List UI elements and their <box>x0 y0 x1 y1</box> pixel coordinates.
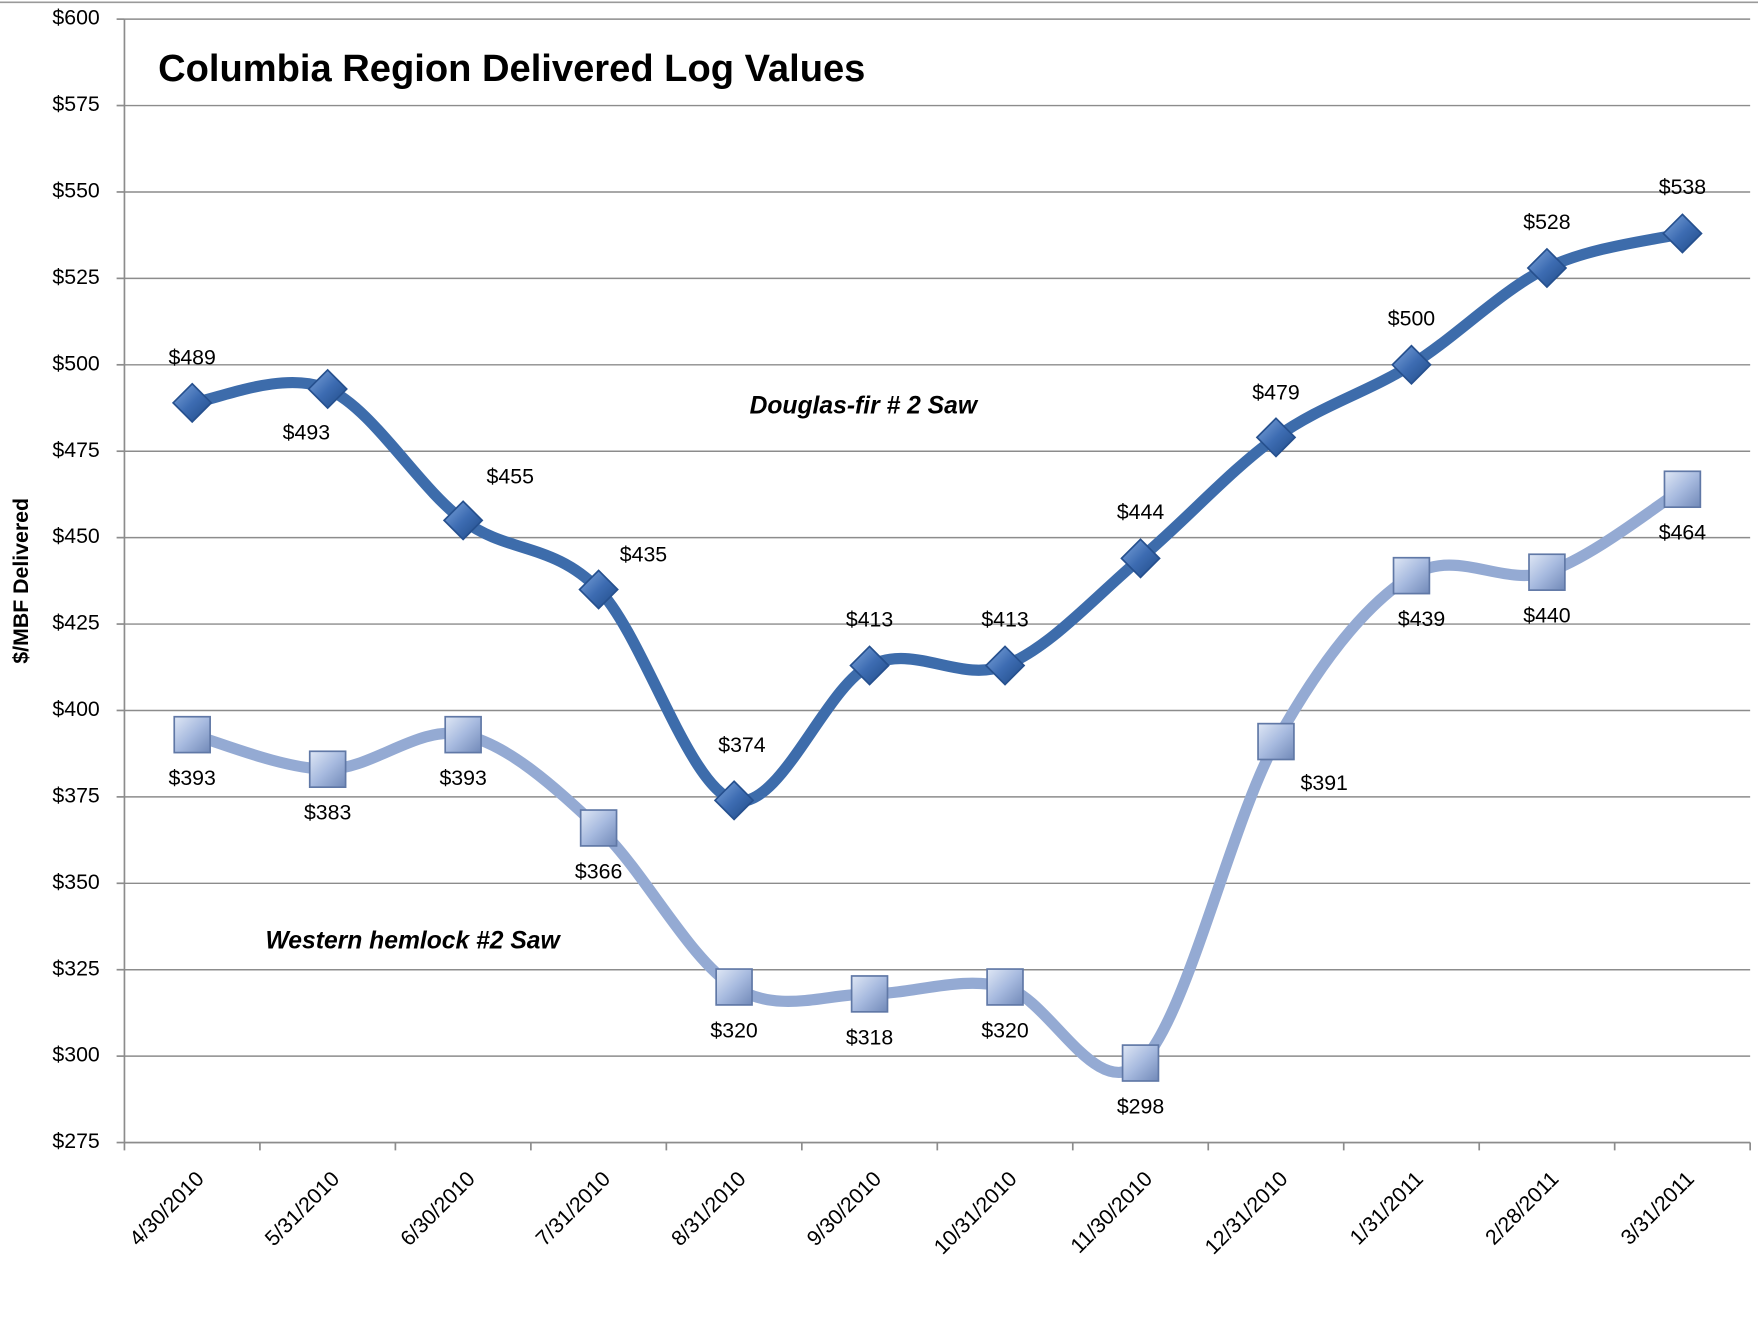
data-label: $298 <box>1117 1095 1164 1119</box>
marker <box>171 382 213 424</box>
data-label: $393 <box>168 766 215 790</box>
data-label: $318 <box>846 1025 893 1049</box>
chart-title: Columbia Region Delivered Log Values <box>158 48 865 90</box>
y-tick-label: $450 <box>52 524 100 548</box>
x-tick-label: 9/30/2010 <box>802 1167 886 1251</box>
y-tick-label: $375 <box>52 784 99 808</box>
x-tick-label: 10/31/2010 <box>929 1167 1021 1259</box>
marker <box>850 975 889 1013</box>
y-tick-label: $500 <box>52 351 100 375</box>
data-label: $439 <box>1398 607 1445 631</box>
marker <box>1662 213 1703 254</box>
x-tick-label: 4/30/2010 <box>125 1167 209 1251</box>
y-axis-label: $/MBF Delivered <box>9 498 33 664</box>
marker <box>579 809 618 847</box>
data-label: $479 <box>1252 380 1299 404</box>
x-tick-label: 2/28/2011 <box>1481 1167 1564 1250</box>
marker <box>1663 470 1702 509</box>
x-tick-label: 6/30/2010 <box>396 1167 480 1251</box>
data-label: $455 <box>487 464 534 488</box>
marker <box>1391 344 1432 386</box>
y-tick-label: $600 <box>52 6 100 30</box>
data-label: $444 <box>1117 500 1165 524</box>
marker <box>307 368 348 410</box>
data-label: $440 <box>1523 604 1571 628</box>
data-label: $383 <box>304 801 351 825</box>
y-tick-label: $325 <box>52 956 99 980</box>
marker <box>984 645 1026 686</box>
x-tick-label: 7/31/2010 <box>531 1167 615 1251</box>
data-label: $435 <box>620 542 667 566</box>
x-tick-label: 1/31/2011 <box>1345 1167 1428 1250</box>
data-label: $374 <box>718 733 766 757</box>
data-label: $489 <box>168 346 215 370</box>
marker <box>1255 417 1297 458</box>
marker <box>1392 556 1431 595</box>
data-label: $493 <box>283 420 330 444</box>
marker <box>308 750 347 789</box>
y-tick-label: $550 <box>52 179 100 203</box>
data-label: $393 <box>439 766 486 790</box>
marker <box>444 715 482 754</box>
x-tick-label: 11/30/2010 <box>1066 1167 1157 1258</box>
y-tick-label: $575 <box>52 92 99 116</box>
y-tick-label: $350 <box>52 870 100 894</box>
marker <box>578 569 619 610</box>
series-line <box>186 483 1689 1078</box>
y-tick-label: $525 <box>52 265 99 289</box>
marker <box>713 780 755 821</box>
data-label: $500 <box>1388 307 1436 331</box>
data-label: $413 <box>981 607 1028 631</box>
x-tick-label: 5/31/2010 <box>260 1167 344 1251</box>
y-tick-label: $300 <box>52 1043 100 1067</box>
marker <box>715 968 753 1006</box>
marker <box>1526 247 1568 289</box>
data-label: $528 <box>1523 210 1570 234</box>
data-label: $366 <box>575 859 622 883</box>
x-tick-label: 12/31/2010 <box>1200 1167 1292 1259</box>
data-label: $413 <box>846 607 893 631</box>
marker <box>442 500 484 541</box>
marker <box>1528 553 1566 591</box>
marker <box>1121 1044 1160 1082</box>
x-tick-label: 8/31/2010 <box>667 1167 751 1251</box>
y-tick-label: $475 <box>52 438 99 462</box>
marker <box>849 645 890 686</box>
marker <box>1257 722 1295 761</box>
series-line <box>186 227 1689 807</box>
data-label: $464 <box>1659 521 1707 545</box>
x-tick-label: 3/31/2011 <box>1616 1167 1699 1250</box>
series-label: Western hemlock #2 Saw <box>265 927 561 954</box>
marker <box>173 715 211 754</box>
y-tick-label: $425 <box>52 611 99 635</box>
y-tick-label: $275 <box>52 1129 99 1153</box>
y-tick-label: $400 <box>52 697 100 721</box>
data-label: $391 <box>1301 771 1348 795</box>
data-label: $538 <box>1659 175 1706 199</box>
marker <box>1120 538 1161 579</box>
marker <box>986 968 1024 1006</box>
data-label: $320 <box>710 1018 758 1042</box>
series-label: Douglas-fir # 2 Saw <box>750 393 979 420</box>
data-label: $320 <box>981 1018 1029 1042</box>
